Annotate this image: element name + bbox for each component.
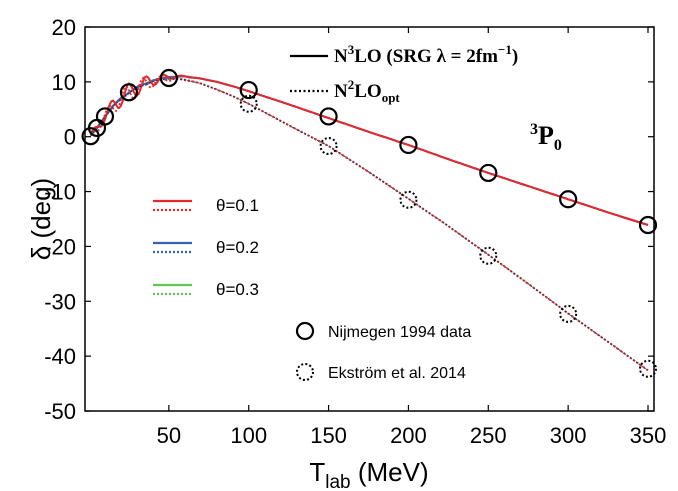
legend-nijmegen-marker — [295, 321, 315, 341]
x-tick-label: 100 — [230, 423, 267, 448]
nijmegen-point — [399, 135, 418, 155]
x-axis-label-unit: (MeV) — [351, 457, 429, 487]
partial-wave-main: P — [538, 121, 554, 150]
y-tick-label: -10 — [44, 180, 76, 205]
legend-n2lo-label: N2LOopt — [334, 77, 400, 105]
y-tick-label: -40 — [44, 344, 76, 369]
data-markers — [81, 68, 658, 378]
legend-ekstrom-label: Ekström et al. 2014 — [328, 365, 466, 382]
theta-curves — [89, 73, 649, 372]
nijmegen-point — [638, 215, 658, 235]
y-tick-label: 20 — [52, 15, 76, 40]
x-axis-label-main: T — [309, 457, 325, 487]
nijmegen-point — [95, 107, 115, 126]
nijmegen-point — [239, 80, 258, 100]
y-tick-label: 0 — [64, 125, 76, 150]
y-tick-label: -30 — [44, 289, 76, 314]
partial-wave-label: 3P0 — [530, 121, 562, 154]
nijmegen-point — [319, 107, 338, 126]
nijmegen-point — [119, 83, 139, 102]
x-tick-label: 250 — [470, 423, 507, 448]
x-tick-label: 200 — [390, 423, 427, 448]
x-tick-label: 350 — [630, 423, 667, 448]
legend-ekstrom-marker — [296, 363, 314, 381]
ekstrom-point — [639, 359, 657, 378]
nijmegen-point — [559, 190, 578, 209]
ekstrom-point — [319, 137, 338, 156]
legend-data: Nijmegen 1994 data Ekström et al. 2014 — [295, 321, 471, 382]
series-n2lo-line — [90, 78, 647, 370]
y-tick-labels: 20 10 0 -10 -20 -30 -40 -50 — [44, 15, 76, 424]
x-tick-label: 150 — [310, 423, 347, 448]
ekstrom-point — [479, 246, 498, 265]
y-tick-label: -20 — [44, 234, 76, 259]
y-tick-label: -50 — [44, 399, 76, 424]
nijmegen-point — [159, 68, 178, 88]
theta-curve-n2lo — [89, 78, 649, 372]
y-axis-label: δ (deg) — [26, 178, 56, 260]
legend-theta: θ=0.1 θ=0.2 θ=0.3 — [153, 196, 259, 299]
x-tick-label: 50 — [157, 423, 181, 448]
nijmegen-point — [479, 163, 498, 183]
ekstrom-point — [559, 304, 578, 323]
theta-curve-n3lo — [89, 73, 649, 226]
legend-n3lo-label: N3LO (SRG λ = 2fm−1) — [334, 42, 518, 67]
partial-wave-sup: 3 — [530, 121, 538, 138]
main-curves — [90, 78, 647, 370]
y-tick-label: 10 — [52, 70, 76, 95]
legend-nijmegen-label: Nijmegen 1994 data — [328, 324, 471, 341]
x-tick-label: 300 — [550, 423, 587, 448]
x-axis-label-sub: lab — [325, 472, 350, 491]
axis-ticks — [85, 26, 654, 412]
legend-top: N3LO (SRG λ = 2fm−1) N2LOopt — [290, 42, 518, 105]
ekstrom-point — [239, 94, 258, 113]
legend-theta-label: θ=0.2 — [216, 238, 259, 257]
x-tick-labels: 50 100 150 200 250 300 350 — [157, 423, 667, 448]
partial-wave-sub: 0 — [554, 137, 562, 154]
x-axis-label: Tlab (MeV) — [309, 457, 428, 491]
legend-theta-label: θ=0.1 — [216, 196, 259, 215]
legend-theta-label: θ=0.3 — [216, 280, 259, 299]
ekstrom-point — [399, 190, 418, 209]
